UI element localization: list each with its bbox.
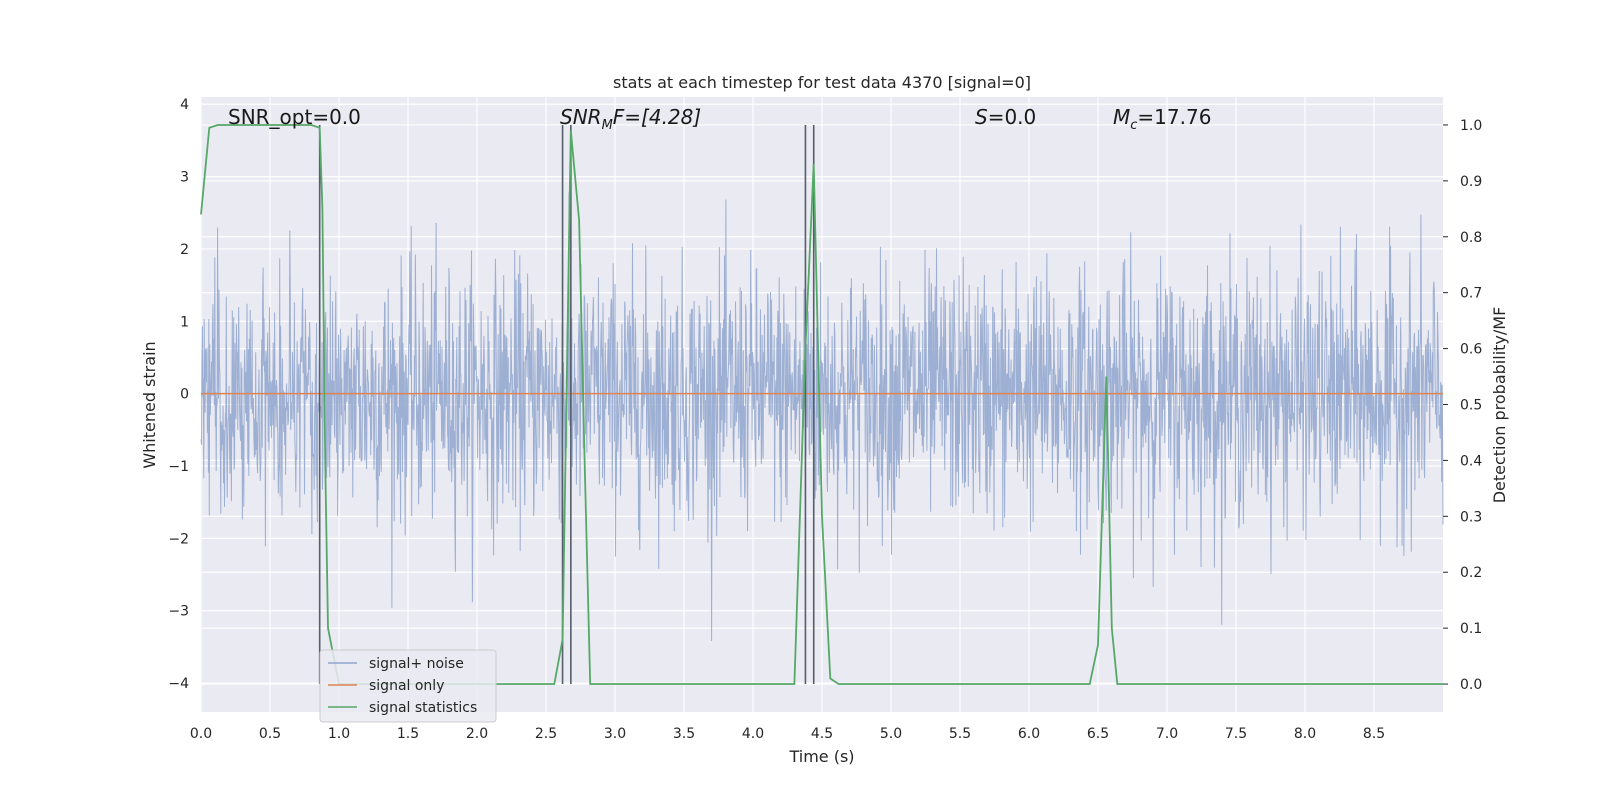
x-tick-label: 4.5 [811,726,833,742]
x-tick-label: 0.0 [190,726,212,742]
s-symbol: S [975,105,988,129]
x-tick-label: 3.5 [673,726,695,742]
mc-subscript: c [1130,118,1137,133]
x-tick-label: 2.0 [466,726,488,742]
x-tick-label: 5.5 [949,726,971,742]
x-tick-label: 1.5 [397,726,419,742]
mc-value: =17.76 [1137,105,1211,129]
snr-mf-symbol: SNR [560,105,602,129]
x-tick-label: 1.0 [328,726,350,742]
x-tick-label: 3.0 [604,726,626,742]
y-left-tick-label: −2 [168,531,189,547]
y-left-tick-label: −1 [168,459,189,475]
x-axis-ticks: 0.0 0.5 1.0 1.5 2.0 2.5 3.0 3.5 4.0 4.5 5.0 5.5 6.0 6… [190,726,1385,742]
x-tick-label: 0.5 [259,726,281,742]
s-value: =0.0 [988,105,1037,129]
y-right-tick-label: 0.7 [1460,286,1482,302]
y-axis-left-label: Whitened strain [140,341,159,468]
y-right-tick-label: 0.3 [1460,509,1482,525]
y-right-tick-label: 0.5 [1460,398,1482,414]
y-left-tick-label: −4 [168,676,189,692]
detection-markers [318,124,815,685]
noise-line [200,192,1444,642]
x-tick-label: 7.0 [1156,726,1178,742]
y-left-tick-label: 1 [180,314,189,330]
y-left-tick-label: 2 [180,242,189,258]
annotation-snr-opt: SNR_opt=0.0 [228,105,361,129]
snr-mf-value: F=[4.28] [613,105,701,129]
y-right-tick-label: 0.8 [1460,230,1482,246]
y-left-tick-label: 3 [180,170,189,186]
y-right-tick-label: 0.0 [1460,677,1482,693]
x-tick-label: 8.0 [1294,726,1316,742]
y-right-tick-label: 0.4 [1460,453,1482,469]
annotation-snr-mf: SNRMF=[4.28] [560,105,701,133]
y-right-tick-label: 1.0 [1460,118,1482,134]
y-left-tick-label: −3 [168,604,189,620]
x-tick-label: 5.0 [880,726,902,742]
chart-title: stats at each timestep for test data 437… [613,73,1031,92]
y-axis-right-label: Detection probability/MF [1490,307,1509,504]
y-right-tick-label: 0.1 [1460,621,1482,637]
legend: signal+ noise signal only signal statist… [319,649,497,723]
mc-symbol: M [1113,105,1130,129]
y-right-tick-label: 0.6 [1460,342,1482,358]
x-tick-label: 7.5 [1225,726,1247,742]
y-left-tick-label: 4 [180,97,189,113]
legend-label-noise: signal+ noise [369,656,464,672]
y-right-tick-label: 0.2 [1460,565,1482,581]
y-right-tick-label: 0.9 [1460,174,1482,190]
annotation-mc: Mc=17.76 [1113,105,1211,133]
x-tick-label: 4.0 [742,726,764,742]
series-signal-plus-noise [200,192,1444,642]
x-tick-label: 6.0 [1018,726,1040,742]
y-axis-left-ticks: −4 −3 −2 −1 0 1 2 3 4 [168,97,189,692]
x-tick-label: 2.5 [535,726,557,742]
snr-mf-subscript: M [602,118,613,133]
annotation-s: S=0.0 [975,105,1036,129]
legend-frame [319,649,497,723]
x-tick-label: 8.5 [1363,726,1385,742]
series-signal-statistics [200,124,1443,685]
legend-label-signal: signal only [369,678,444,694]
legend-label-stats: signal statistics [369,700,477,716]
stats-line [200,124,1443,685]
x-axis-label: Time (s) [788,747,854,766]
y-axis-right-ticks: 0.0 0.1 0.2 0.3 0.4 0.5 0.6 0.7 0.8 0.9 1.0 [1443,118,1482,693]
y-left-tick-label: 0 [180,387,189,403]
x-tick-label: 6.5 [1087,726,1109,742]
